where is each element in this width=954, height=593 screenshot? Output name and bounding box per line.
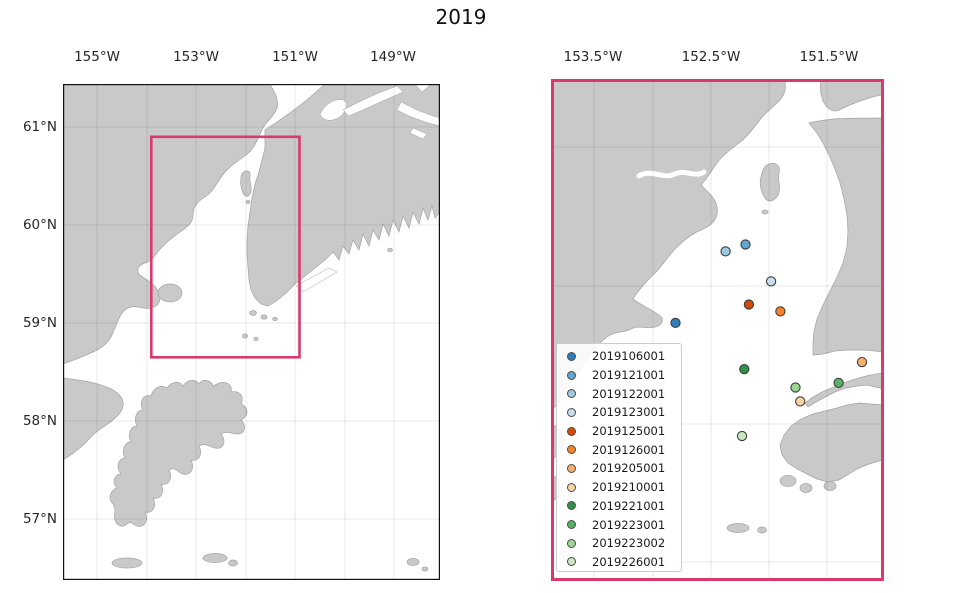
land-layer <box>551 79 884 534</box>
station-point-2019121001 <box>740 239 751 250</box>
station-point-2019223002 <box>790 382 801 393</box>
x-tick-label: 149°W <box>370 49 416 65</box>
legend-marker-icon <box>567 351 576 361</box>
x-tick-label: 152.5°W <box>681 49 741 65</box>
y-tick-label: 58°N <box>22 413 57 429</box>
station-point-2019221001 <box>739 363 750 375</box>
turnagain-arm-tail <box>409 127 428 140</box>
station-points-layer <box>670 239 868 442</box>
inset-rectangle-layer <box>150 135 301 359</box>
y-tick-label: 57°N <box>22 511 57 527</box>
west-mainland <box>63 84 278 365</box>
legend-marker-icon <box>567 445 576 455</box>
legend-marker-icon <box>567 501 576 511</box>
legend-label: 2019123001 <box>592 405 666 420</box>
y-tick-label: 61°N <box>22 119 57 135</box>
legend-label: 2019126001 <box>592 442 666 457</box>
station-point-2019106001 <box>670 317 681 329</box>
legend-marker-icon <box>567 389 576 399</box>
legend-item: 2019122001 <box>557 384 681 403</box>
legend-item: 2019205001 <box>557 459 681 478</box>
x-tick-label: 155°W <box>74 49 120 65</box>
station-point-2019226001 <box>736 430 748 442</box>
lake-river <box>636 169 707 179</box>
legend-item: 2019223002 <box>557 534 681 553</box>
legend-label: 2019122001 <box>592 386 666 401</box>
legend-label: 2019205001 <box>592 461 666 476</box>
station-point-2019205001 <box>856 356 868 368</box>
station-point-2019122001 <box>720 246 731 257</box>
legend-marker-icon <box>567 426 576 436</box>
kalgin-islet <box>761 209 769 215</box>
knik-arm <box>342 85 404 117</box>
detail-map <box>551 79 884 581</box>
panel-border-highlight <box>551 79 884 581</box>
station-point-2019210001 <box>795 396 806 407</box>
kodiak-archipelago <box>109 380 248 527</box>
x-tick-label: 151.5°W <box>799 49 859 65</box>
legend-label: 2019226001 <box>592 554 666 569</box>
station-point-2019126001 <box>775 306 786 317</box>
legend-item: 2019106001 <box>557 347 681 366</box>
legend-item: 2019125001 <box>557 422 681 441</box>
overview-map-panel <box>63 84 440 580</box>
overview-map <box>63 84 440 580</box>
west-mainland <box>551 79 786 412</box>
legend-item: 2019210001 <box>557 478 681 497</box>
legend-marker-icon <box>567 370 576 380</box>
legend-item: 2019126001 <box>557 440 681 459</box>
station-point-2019125001 <box>743 299 755 310</box>
kenai-peninsula <box>808 117 884 356</box>
x-tick-label: 153.5°W <box>563 49 623 65</box>
legend-item: 2019121001 <box>557 366 681 385</box>
legend-item: 2019226001 <box>557 553 681 571</box>
legend-item: 2019223001 <box>557 515 681 534</box>
panel-border <box>63 84 440 580</box>
legend-marker-icon <box>567 407 576 417</box>
legend-label: 2019121001 <box>592 368 666 383</box>
station-point-2019223001 <box>833 377 844 389</box>
chickaloon-bay <box>319 99 347 121</box>
legend-marker-icon <box>567 557 576 567</box>
top-corner-notch <box>414 84 432 93</box>
homer-spit-tongue <box>804 372 884 408</box>
south-kachemak-land <box>779 402 884 483</box>
kalgin-island <box>759 163 780 202</box>
legend-label: 2019221001 <box>592 498 666 513</box>
legend-item: 2019221001 <box>557 497 681 516</box>
legend-label: 2019106001 <box>592 349 666 364</box>
station-point-2019123001 <box>765 276 777 287</box>
legend-rows: 2019106001 2019121001 2019122001 2019123001… <box>557 347 681 571</box>
legend-label: 2019210001 <box>592 480 666 495</box>
legend-box: 2019106001 2019121001 2019122001 2019123001… <box>556 343 682 572</box>
legend-label: 2019125001 <box>592 424 666 439</box>
y-tick-label: 60°N <box>22 217 57 233</box>
kalgin-island <box>240 170 252 197</box>
detail-map-panel: 2019106001 2019121001 2019122001 2019123001… <box>551 79 884 581</box>
kodiak-islets <box>111 553 429 572</box>
y-tick-label: 59°N <box>22 315 57 331</box>
x-tick-label: 151°W <box>272 49 318 65</box>
legend-label: 2019223001 <box>592 517 666 532</box>
south-islets <box>726 475 837 534</box>
land-layer <box>63 84 440 572</box>
inset-extent-rectangle <box>150 135 301 359</box>
graticule-grid <box>63 84 440 580</box>
legend-item: 2019123001 <box>557 403 681 422</box>
turnagain-arm <box>396 101 440 127</box>
kenai-peninsula-mainland <box>246 84 440 307</box>
kalgin-islet <box>245 200 251 204</box>
x-tick-label: 153°W <box>173 49 219 65</box>
barren-islands <box>242 247 393 342</box>
anchorage-corner <box>820 79 884 112</box>
legend-marker-icon <box>567 482 576 492</box>
legend-marker-icon <box>567 520 576 530</box>
legend-marker-icon <box>567 538 576 548</box>
katmai-coast <box>63 377 124 461</box>
legend-label: 2019223002 <box>592 536 666 551</box>
figure-title: 2019 <box>435 5 487 29</box>
augustine-island <box>157 283 183 303</box>
legend-marker-icon <box>567 463 576 473</box>
